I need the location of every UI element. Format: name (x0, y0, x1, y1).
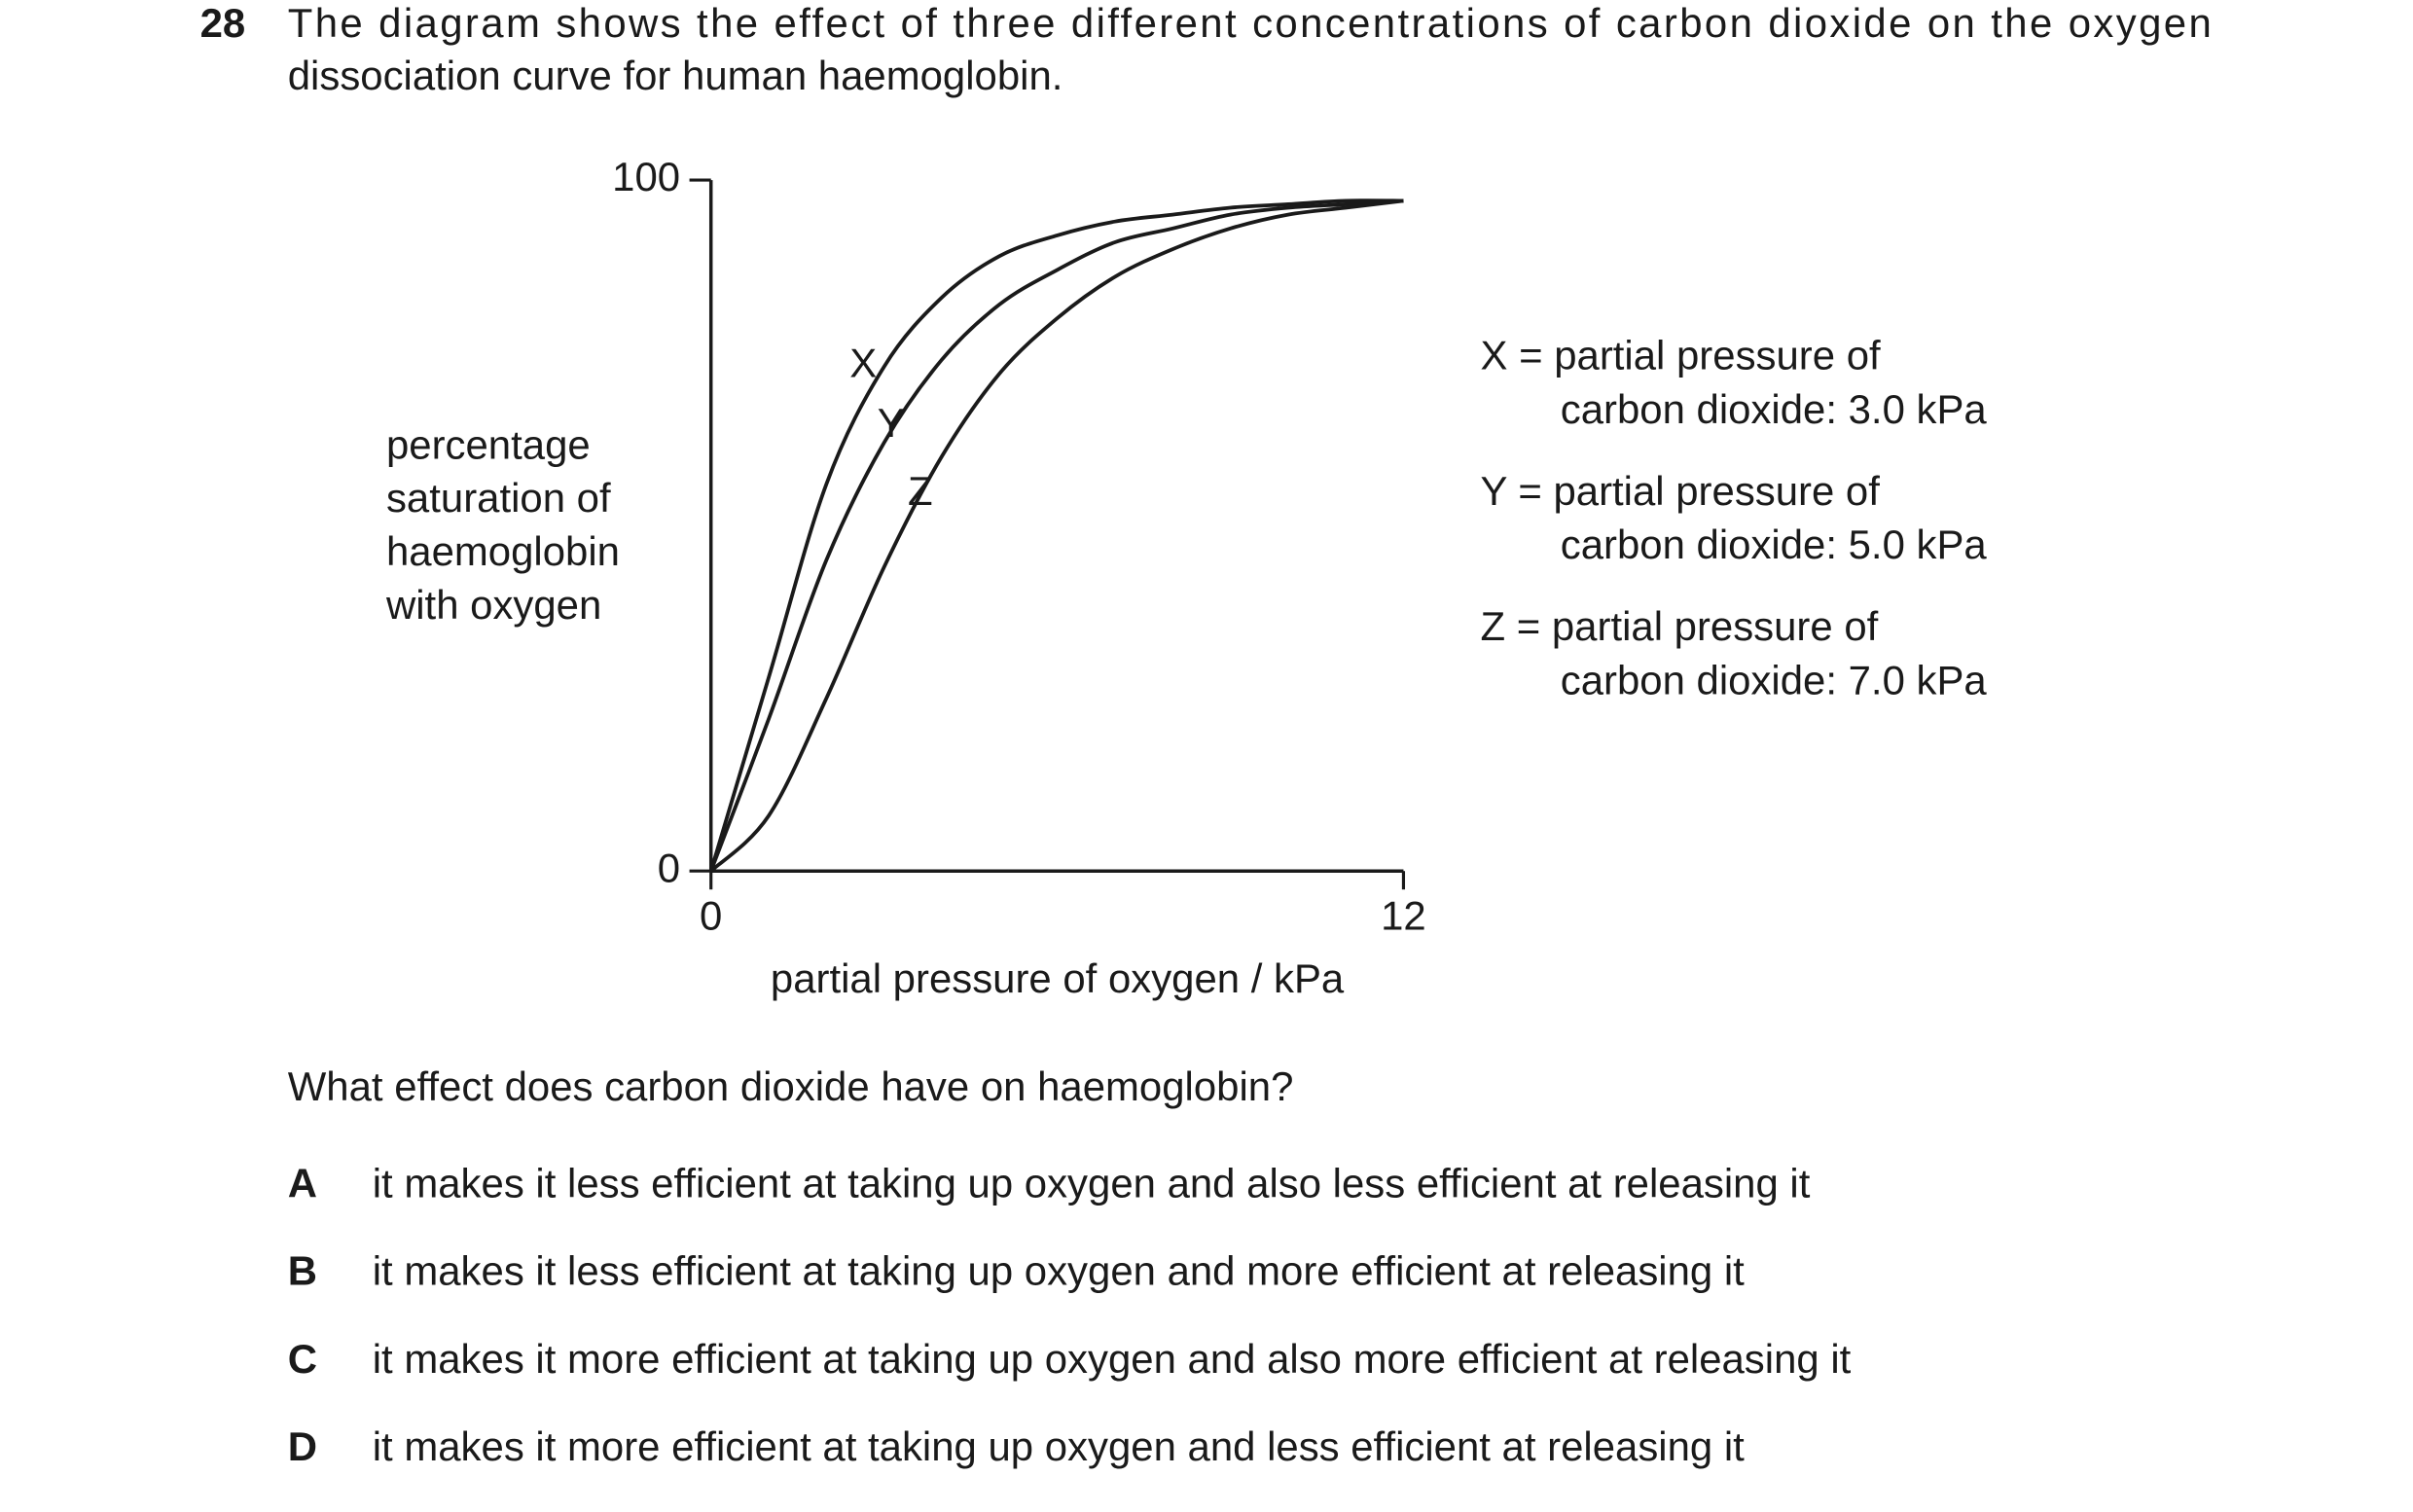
legend-text: carbon dioxide: 7.0 kPa (1561, 657, 1988, 702)
y-tick-label: 100 (612, 154, 680, 199)
option-letter: C (288, 1336, 317, 1382)
y-axis-label: percentage (386, 421, 591, 467)
question-text: The diagram shows the effect of three di… (288, 0, 2212, 46)
legend-text: Y = partial pressure of (1481, 468, 1881, 514)
y-axis-label: with oxygen (385, 582, 601, 628)
prompt: What effect does carbon dioxide have on … (288, 1063, 1294, 1109)
option-letter: A (288, 1161, 317, 1206)
option-text: it makes it more efficient at taking up … (373, 1423, 1745, 1469)
y-axis-label: saturation of (386, 475, 611, 521)
curve (708, 198, 1404, 872)
x-tick-label: 0 (700, 892, 722, 938)
legend-text: carbon dioxide: 3.0 kPa (1561, 386, 1988, 432)
option-text: it makes it less efficient at taking up … (373, 1161, 1811, 1206)
x-tick-label: 12 (1381, 892, 1426, 938)
curve-label: Y (878, 400, 905, 446)
legend-text: Z = partial pressure of (1481, 603, 1879, 649)
legend-text: X = partial pressure of (1481, 333, 1881, 378)
legend-text: carbon dioxide: 5.0 kPa (1561, 522, 1988, 567)
curve (709, 198, 1404, 873)
option-text: it makes it less efficient at taking up … (373, 1248, 1745, 1294)
option-text: it makes it more efficient at taking up … (373, 1336, 1852, 1382)
curve (708, 198, 1404, 872)
x-axis-label: partial pressure of oxygen / kPa (771, 955, 1345, 1001)
curve-label: X (849, 341, 877, 386)
question-number: 28 (200, 0, 246, 46)
question-text: dissociation curve for human haemoglobin… (288, 53, 1063, 98)
curve-label: Z (908, 468, 933, 514)
option-letter: B (288, 1248, 317, 1294)
option-letter: D (288, 1423, 317, 1469)
y-axis-label: haemoglobin (386, 528, 620, 574)
y-tick-label: 0 (658, 845, 680, 890)
